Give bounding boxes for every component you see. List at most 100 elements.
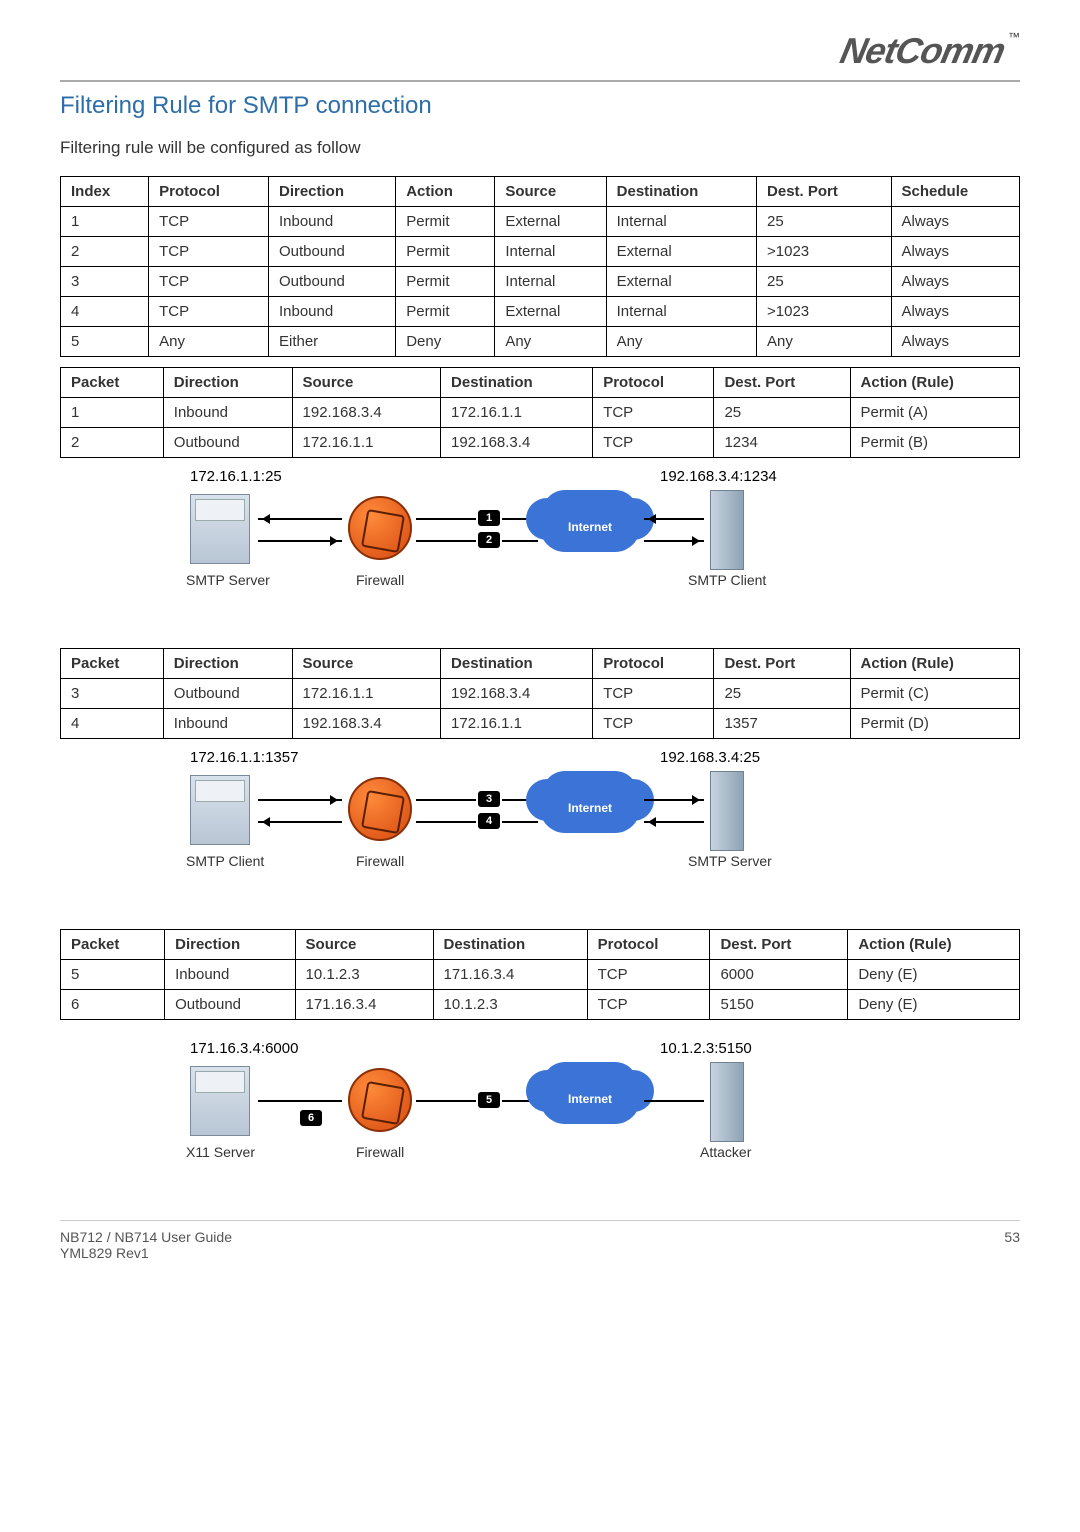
arrow-line <box>644 518 704 520</box>
cell: 171.16.3.4 <box>433 960 587 990</box>
cell: 10.1.2.3 <box>295 960 433 990</box>
cell: TCP <box>593 428 714 458</box>
col-header: Protocol <box>149 177 269 207</box>
col-header: Dest. Port <box>757 177 892 207</box>
col-header: Action (Rule) <box>850 368 1019 398</box>
badge-2: 2 <box>478 532 500 548</box>
cell: 3 <box>61 679 164 709</box>
cell: External <box>495 297 606 327</box>
packet-table-3: PacketDirectionSourceDestinationProtocol… <box>60 929 1020 1020</box>
cell: TCP <box>593 398 714 428</box>
cell: 5 <box>61 327 149 357</box>
col-header: Direction <box>268 177 395 207</box>
smtp-server-icon <box>190 494 250 564</box>
arrow-line <box>258 540 342 542</box>
cell: Any <box>757 327 892 357</box>
diagram-1: 172.16.1.1:25 192.168.3.4:1234 1 2 Inter… <box>180 468 980 608</box>
cell: 192.168.3.4 <box>441 428 593 458</box>
cell: 2 <box>61 428 164 458</box>
cell: 1357 <box>714 709 850 739</box>
col-header: Schedule <box>891 177 1019 207</box>
col-header: Dest. Port <box>714 368 850 398</box>
cell: Permit <box>396 237 495 267</box>
cell: 6 <box>61 990 165 1020</box>
col-header: Action (Rule) <box>850 649 1019 679</box>
firewall-icon <box>348 777 412 841</box>
cell: 10.1.2.3 <box>433 990 587 1020</box>
table-row: 5AnyEitherDenyAnyAnyAnyAlways <box>61 327 1020 357</box>
caption-mid: Firewall <box>356 1144 404 1160</box>
packet-table-1: PacketDirectionSourceDestinationProtocol… <box>60 367 1020 458</box>
cell: Permit <box>396 207 495 237</box>
cell: Either <box>268 327 395 357</box>
cell: Inbound <box>163 709 292 739</box>
col-header: Direction <box>163 368 292 398</box>
cell: Internal <box>495 267 606 297</box>
cell: Always <box>891 327 1019 357</box>
cell: Inbound <box>268 297 395 327</box>
cell: Inbound <box>165 960 295 990</box>
cell: TCP <box>593 679 714 709</box>
caption-left: SMTP Server <box>186 572 270 588</box>
arrow-line <box>644 821 704 823</box>
cell: Deny (E) <box>848 960 1020 990</box>
col-header: Source <box>295 930 433 960</box>
connector <box>416 1100 476 1102</box>
cell: Inbound <box>163 398 292 428</box>
cell: Permit (A) <box>850 398 1019 428</box>
cell: Internal <box>495 237 606 267</box>
table-row: 3TCPOutboundPermitInternalExternal25Alwa… <box>61 267 1020 297</box>
subtitle: Filtering rule will be configured as fol… <box>60 138 1020 158</box>
cell: 1234 <box>714 428 850 458</box>
cell: 192.168.3.4 <box>441 679 593 709</box>
left-ip: 172.16.1.1:1357 <box>190 749 298 766</box>
attacker-icon <box>710 1062 744 1142</box>
x11-server-icon <box>190 1066 250 1136</box>
cell: Outbound <box>165 990 295 1020</box>
badge-3: 3 <box>478 791 500 807</box>
cell: 171.16.3.4 <box>295 990 433 1020</box>
cell: 4 <box>61 709 164 739</box>
trademark: ™ <box>1008 30 1020 44</box>
cell: TCP <box>587 990 710 1020</box>
cell: Always <box>891 207 1019 237</box>
badge-6: 6 <box>300 1110 322 1126</box>
caption-left: X11 Server <box>186 1144 255 1160</box>
col-header: Action (Rule) <box>848 930 1020 960</box>
col-header: Destination <box>606 177 756 207</box>
cell: 172.16.1.1 <box>292 679 441 709</box>
cell: TCP <box>149 207 269 237</box>
cell: Outbound <box>268 237 395 267</box>
table-row: 5Inbound10.1.2.3171.16.3.4TCP6000Deny (E… <box>61 960 1020 990</box>
col-header: Protocol <box>587 930 710 960</box>
cell: 172.16.1.1 <box>441 398 593 428</box>
col-header: Dest. Port <box>710 930 848 960</box>
cell: TCP <box>149 267 269 297</box>
page-title: Filtering Rule for SMTP connection <box>60 92 1020 120</box>
left-ip: 172.16.1.1:25 <box>190 468 282 485</box>
cell: 3 <box>61 267 149 297</box>
header-logo-row: NetComm™ <box>60 30 1020 72</box>
col-header: Destination <box>441 368 593 398</box>
cell: Internal <box>606 297 756 327</box>
caption-right: SMTP Server <box>688 853 772 869</box>
col-header: Destination <box>441 649 593 679</box>
col-header: Packet <box>61 368 164 398</box>
footer-guide: NB712 / NB714 User Guide <box>60 1229 232 1245</box>
right-ip: 192.168.3.4:1234 <box>660 468 777 485</box>
internet-cloud-icon: Internet <box>540 502 640 552</box>
col-header: Dest. Port <box>714 649 850 679</box>
right-ip: 10.1.2.3:5150 <box>660 1040 752 1057</box>
cell: Permit <box>396 267 495 297</box>
internet-cloud-icon: Internet <box>540 783 640 833</box>
table-row: 2Outbound172.16.1.1192.168.3.4TCP1234Per… <box>61 428 1020 458</box>
table-row: 3Outbound172.16.1.1192.168.3.4TCP25Permi… <box>61 679 1020 709</box>
badge-4: 4 <box>478 813 500 829</box>
connector <box>258 1100 342 1102</box>
table-row: 4TCPInboundPermitExternalInternal>1023Al… <box>61 297 1020 327</box>
arrow-line <box>258 799 342 801</box>
badge-1: 1 <box>478 510 500 526</box>
cell: 6000 <box>710 960 848 990</box>
col-header: Direction <box>163 649 292 679</box>
col-header: Source <box>292 649 441 679</box>
